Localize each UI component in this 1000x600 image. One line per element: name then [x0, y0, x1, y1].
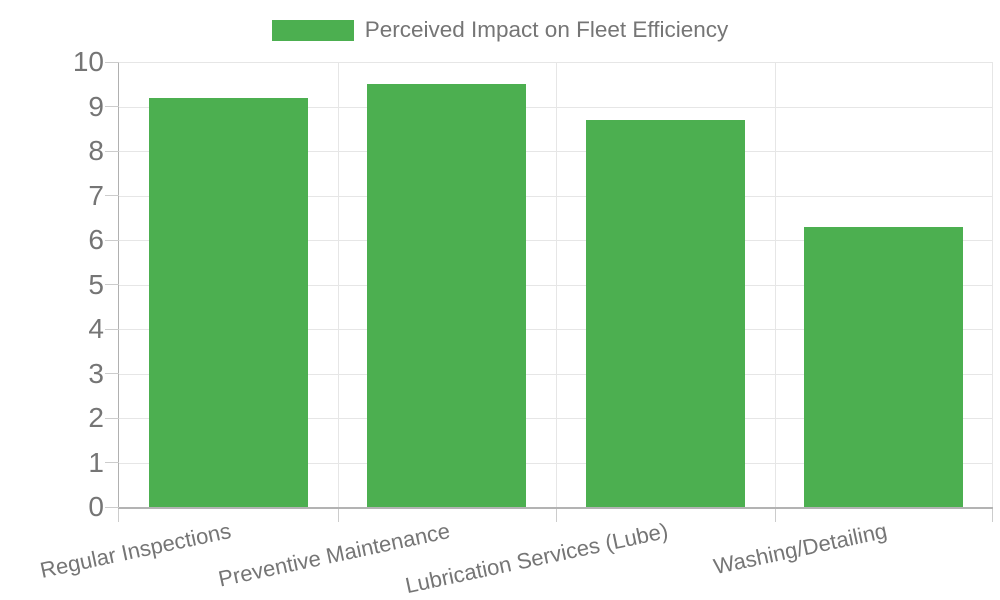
y-axis-tick: [105, 462, 119, 463]
y-axis-tick: [105, 106, 119, 107]
x-gridline: [775, 62, 776, 507]
y-axis-tick-label: 3: [88, 357, 104, 389]
y-axis-tick: [105, 150, 119, 152]
y-axis-tick: [105, 506, 119, 508]
bar-lubrication-services-lube-[interactable]: [586, 120, 745, 507]
legend-swatch-icon: [271, 19, 354, 41]
plot-area: 0 1 2 3 4 5 6 7 8 9 10 Regular Inspections Preventiv…: [38, 48, 993, 598]
x-gridline: [992, 62, 993, 507]
x-axis-tick: [118, 509, 119, 522]
y-axis-tick-label: 8: [88, 135, 104, 166]
y-axis-tick: [105, 373, 119, 374]
y-axis-tick-label: 10: [72, 46, 104, 77]
bar-regular-inspections[interactable]: [149, 98, 308, 507]
y-axis-tick-label: 4: [88, 313, 104, 344]
x-axis-tick: [775, 509, 776, 522]
y-axis-tick-label: 5: [88, 268, 104, 300]
y-axis-tick-label: 9: [88, 90, 104, 122]
y-axis-tick: [105, 284, 119, 285]
y-axis-tick: [105, 61, 119, 63]
legend-label: Perceived Impact on Fleet Efficiency: [364, 17, 729, 42]
y-axis-tick: [105, 239, 119, 241]
bar-preventive-maintenance[interactable]: [367, 84, 526, 507]
x-gridline: [556, 62, 557, 507]
y-axis-tick-label: 6: [88, 224, 104, 255]
y-axis-tick-label: 0: [88, 491, 104, 522]
x-gridline: [338, 62, 339, 507]
y-axis-tick-label: 2: [88, 402, 104, 433]
x-axis-tick: [338, 509, 339, 522]
legend[interactable]: Perceived Impact on Fleet Efficiency: [0, 14, 1000, 46]
y-axis-tick-label: 1: [88, 446, 104, 478]
y-axis-tick: [105, 328, 119, 330]
bar-washing-detailing[interactable]: [804, 227, 963, 507]
x-axis-tick: [992, 509, 993, 522]
y-axis-tick: [105, 195, 119, 196]
y-axis-tick: [105, 417, 119, 419]
x-axis-tick: [556, 509, 557, 522]
y-axis-tick-label: 7: [88, 179, 104, 211]
